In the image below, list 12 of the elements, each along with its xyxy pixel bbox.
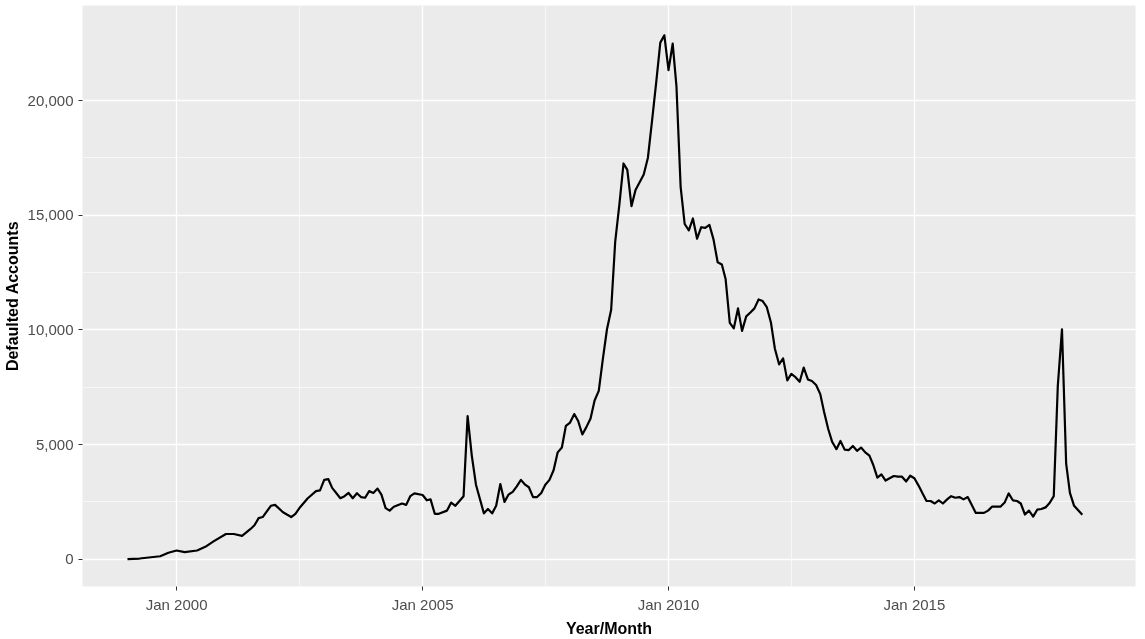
line-series <box>126 34 1084 561</box>
x-axis-title: Year/Month <box>565 619 653 637</box>
y-tick-label: 10,000 <box>27 320 74 338</box>
y-tick-label: 20,000 <box>27 91 74 109</box>
x-tick-label: Jan 2015 <box>883 595 946 613</box>
x-tick-label: Jan 2005 <box>391 595 454 613</box>
y-tick-label: 0 <box>65 550 74 568</box>
x-tick-label: Jan 2000 <box>145 595 208 613</box>
y-tick-label: 15,000 <box>27 206 74 224</box>
y-tick-label: 5,000 <box>35 435 74 453</box>
x-tick-label: Jan 2010 <box>637 595 700 613</box>
y-axis-title: Defaulted Accounts <box>3 221 21 372</box>
